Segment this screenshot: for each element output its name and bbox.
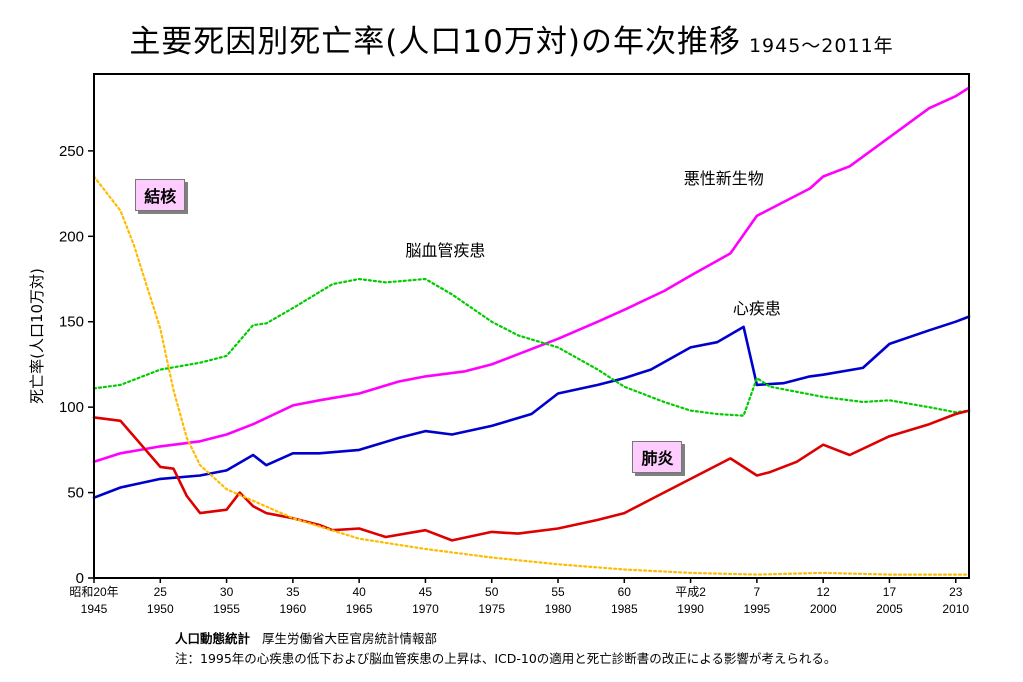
x-tick-label-year: 1960: [280, 602, 307, 616]
x-tick-label-year: 2000: [810, 602, 837, 616]
x-tick-label-year: 1965: [346, 602, 373, 616]
x-tick-label-era: 12: [816, 585, 830, 599]
chart-title-main: 主要死因別死亡率(人口10万対)の年次推移: [129, 24, 741, 60]
x-tick-label-era: 25: [154, 585, 168, 599]
series-label-box: 肺炎: [632, 440, 683, 473]
series-layer: [92, 86, 971, 576]
x-tick-label-era: 45: [419, 585, 433, 599]
y-tick-label: 150: [59, 314, 84, 331]
x-tick-label-year: 1955: [213, 602, 240, 616]
y-axis: 0 50 100 150 200 250: [59, 143, 94, 587]
x-tick-label-era: 35: [286, 585, 300, 599]
y-axis-label: 死亡率(人口10万対): [28, 268, 46, 404]
x-tick-label-era: 60: [618, 585, 632, 599]
x-tick-label-year: 1970: [412, 602, 439, 616]
x-axis: 昭和20年 1945 25 1950 30 1955 35 1960 40 1965 45 1970 5…: [69, 578, 969, 616]
x-tick-label-year: 2005: [876, 602, 903, 616]
x-tick-label-year: 1985: [611, 602, 638, 616]
y-tick-label: 100: [59, 399, 84, 416]
x-tick-label-era: 55: [551, 585, 565, 599]
source-org: 人口動態統計: [175, 631, 251, 646]
series-label-box: 結核: [135, 179, 186, 212]
chart-title: 主要死因別死亡率(人口10万対)の年次推移 1945～2011年: [0, 16, 1023, 61]
x-tick-label-year: 2010: [942, 602, 969, 616]
y-tick-label: 50: [67, 485, 84, 502]
x-tick-label-year: 1990: [677, 602, 704, 616]
x-tick-label-era: 40: [352, 585, 366, 599]
series-line-4: [92, 175, 971, 576]
x-tick-label-era: 30: [220, 585, 234, 599]
series-label: 脳血管疾患: [405, 241, 485, 260]
footnote: 注：1995年の心疾患の低下および脳血管疾患の上昇は、ICD-10の適用と死亡診…: [175, 651, 837, 666]
y-tick-label: 0: [76, 570, 84, 587]
series-line-2: [92, 277, 971, 417]
x-tick-label-year: 1975: [478, 602, 505, 616]
x-tick-label-era: 23: [949, 585, 963, 599]
source-dept: 厚生労働省大臣官房統計情報部: [262, 631, 438, 646]
series-label: 悪性新生物: [684, 169, 764, 188]
x-tick-label-year: 1995: [744, 602, 771, 616]
x-tick-label-era: 平成2: [675, 585, 706, 599]
plot-frame: [93, 73, 970, 579]
x-tick-label-era: 7: [754, 585, 761, 599]
y-tick-label: 250: [59, 143, 84, 160]
x-tick-label-year: 1950: [147, 602, 174, 616]
x-tick-label-era: 50: [485, 585, 499, 599]
x-tick-label-era: 昭和20年: [69, 585, 118, 599]
series-label: 心疾患: [733, 299, 781, 318]
y-tick-label: 200: [59, 228, 84, 245]
series-line-1: [92, 315, 971, 499]
x-tick-label-era: 17: [883, 585, 897, 599]
x-tick-label-year: 1980: [545, 602, 572, 616]
source-line: 人口動態統計 厚生労働省大臣官房統計情報部: [175, 628, 437, 647]
series-line-0: [92, 86, 971, 464]
series-line-3: [92, 409, 971, 542]
x-tick-label-year: 1945: [81, 602, 108, 616]
chart-subtitle: 1945～2011年: [748, 35, 894, 57]
